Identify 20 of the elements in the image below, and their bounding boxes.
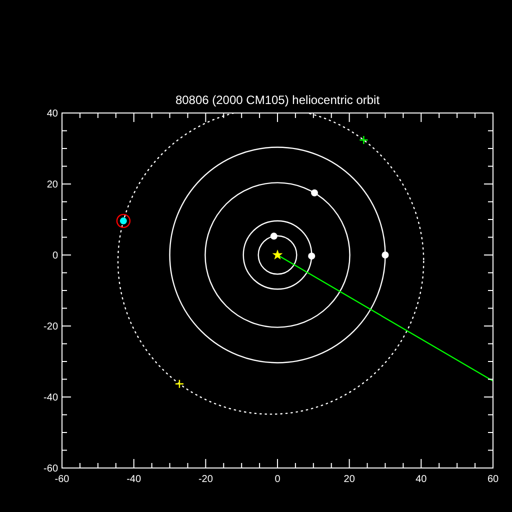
point [382, 252, 389, 258]
y-tick-label: 0 [52, 250, 58, 262]
y-tick-label: 40 [46, 108, 58, 120]
x-tick-label: 0 [274, 474, 281, 485]
x-tick-label: 20 [344, 474, 356, 485]
x-tick-label: -60 [54, 474, 70, 485]
point [310, 189, 318, 196]
y-tick-label: -20 [44, 322, 58, 332]
x-tick-label: -20 [198, 474, 214, 485]
point [174, 379, 184, 388]
x-tick-label: -40 [126, 474, 142, 485]
x-tick-label: 60 [487, 474, 499, 485]
y-tick-label: 20 [46, 180, 58, 190]
point [308, 252, 316, 260]
y-tick-label: -40 [44, 392, 58, 404]
chart-title: 80806 (2000 CM105) heliocentric orbit [175, 93, 380, 107]
point [270, 232, 278, 240]
point [359, 135, 368, 145]
y-tick-label: -60 [44, 464, 58, 474]
x-tick-label: 40 [416, 474, 428, 485]
